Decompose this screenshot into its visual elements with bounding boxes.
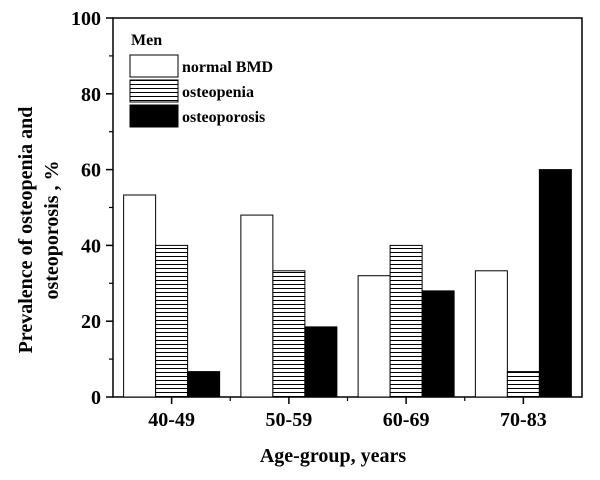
x-axis-label: Age-group, years: [260, 445, 406, 467]
bar-osteopenia: [155, 244, 189, 398]
y-tick-label: 0: [91, 387, 101, 409]
legend-label: normal BMD: [182, 59, 273, 76]
x-tick-label: 50-59: [266, 409, 313, 431]
bar-osteoporosis: [304, 326, 338, 398]
bar-osteoporosis: [538, 169, 572, 398]
legend-label: osteoporosis: [182, 109, 265, 126]
legend-swatch: [129, 54, 179, 78]
y-axis-label-line-1: Prevalence of osteopenia and: [15, 107, 37, 354]
bar-osteopenia: [272, 270, 306, 398]
bar-osteoporosis: [187, 371, 221, 398]
y-tick-label: 100: [71, 8, 101, 30]
bar-normal-bmd: [357, 275, 391, 398]
y-tick-label: 80: [81, 84, 101, 106]
x-tick-label: 40-49: [148, 409, 195, 431]
y-tick-label: 60: [81, 160, 101, 182]
x-tick-label: 70-83: [500, 409, 547, 431]
legend-swatch: [129, 79, 179, 103]
bar-osteoporosis: [421, 290, 455, 398]
axes: [106, 17, 583, 404]
bar-normal-bmd: [123, 194, 157, 398]
bars: [123, 169, 572, 398]
y-axis-label-line-2: osteoporosis , %: [41, 160, 63, 299]
y-tick-label: 40: [81, 235, 101, 257]
legend: Men normal BMD osteopenia osteoporosis: [129, 32, 273, 128]
y-axis-label: Prevalence of osteopenia and osteoporosi…: [15, 107, 63, 354]
bar-osteopenia: [506, 371, 540, 398]
y-tick-label: 20: [81, 311, 101, 333]
x-tick-label: 60-69: [383, 409, 430, 431]
legend-swatch: [129, 104, 179, 128]
legend-label: osteopenia: [182, 84, 254, 101]
tick-labels: 0 20 40 60 80 100 40-49 50-59 60-69 70-83: [71, 8, 547, 431]
bar-normal-bmd: [474, 270, 508, 398]
bar-osteopenia: [389, 244, 423, 398]
bar-normal-bmd: [240, 214, 274, 398]
legend-title: Men: [131, 32, 162, 49]
